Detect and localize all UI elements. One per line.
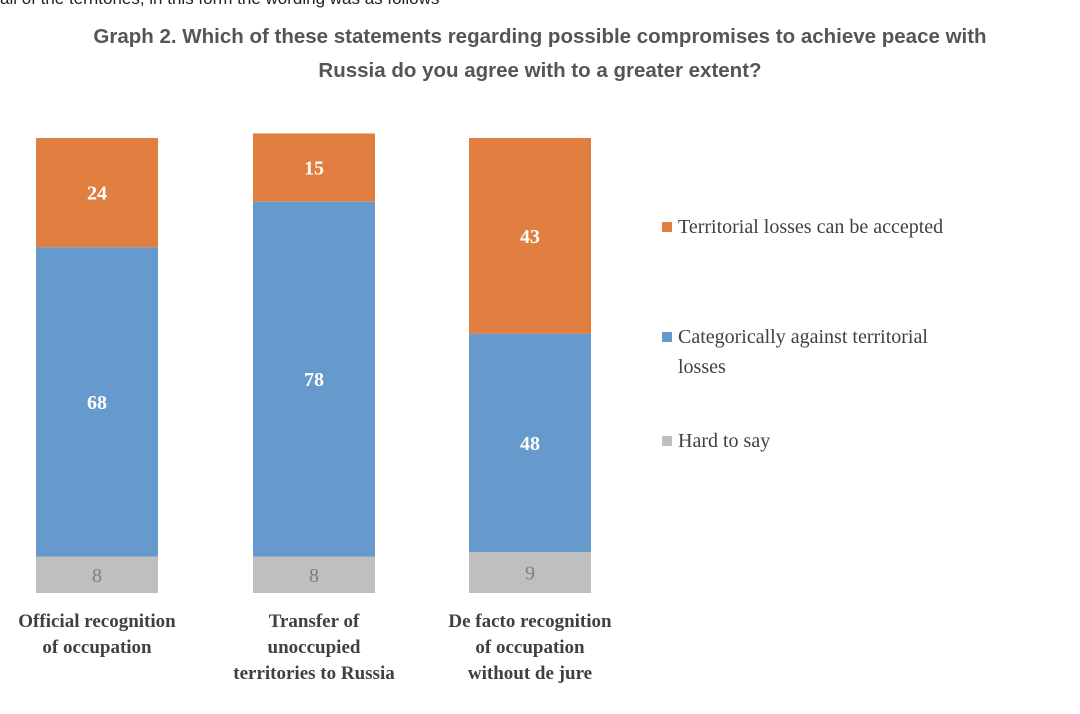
- cut-off-text-line: all of the territories, in this form the…: [0, 0, 1080, 11]
- legend-label-1: Categorically against territorial losses: [678, 322, 1018, 382]
- chart-title-line-2: Russia do you agree with to a greater ex…: [318, 59, 762, 82]
- data-label-categorically-against-territorial-losses-0: 68: [87, 392, 107, 414]
- legend-label-1-line-1: losses: [678, 356, 726, 378]
- legend-swatch-0: [662, 222, 672, 232]
- legend-swatch-1: [662, 332, 672, 342]
- category-label-1: Transfer of unoccupied territories to Russ…: [194, 609, 434, 687]
- bar-segment-hard-to-say-0: [36, 556, 158, 593]
- chart-title: Graph 2. Which of these statements regar…: [0, 20, 1080, 88]
- bar-segment-territorial-losses-can-be-accepted-2: [469, 138, 591, 334]
- bar-segment-categorically-against-territorial-losses-0: [36, 247, 158, 557]
- category-label-0-line-1: of occupation: [42, 637, 152, 658]
- bar-segment-hard-to-say-2: [469, 552, 591, 593]
- category-label-1-line-1: unoccupied: [267, 637, 361, 658]
- data-label-territorial-losses-can-be-accepted-2: 43: [520, 226, 540, 248]
- legend-label-0-line-0: Territorial losses can be accepted: [678, 216, 944, 238]
- legend-label-2: Hard to say: [678, 426, 1018, 456]
- category-label-2-line-1: of occupation: [475, 637, 585, 658]
- category-label-0: Official recognition of occupation: [0, 609, 217, 661]
- data-label-categorically-against-territorial-losses-2: 48: [520, 433, 540, 455]
- category-label-2-line-0: De facto recognition: [448, 611, 612, 632]
- category-label-2: De facto recognition of occupation without…: [410, 609, 650, 687]
- legend-label-1-line-0: Categorically against territorial: [678, 326, 928, 348]
- legend-label-0: Territorial losses can be accepted: [678, 212, 1018, 242]
- legend-swatch-2: [662, 436, 672, 446]
- legend-label-2-line-0: Hard to say: [678, 430, 771, 452]
- chart-title-line-1: Graph 2. Which of these statements regar…: [93, 25, 987, 48]
- bar-segment-territorial-losses-can-be-accepted-1: [253, 133, 375, 202]
- category-label-1-line-0: Transfer of: [268, 611, 360, 632]
- data-label-categorically-against-territorial-losses-1: 78: [304, 369, 324, 391]
- bar-segment-territorial-losses-can-be-accepted-0: [36, 138, 158, 248]
- data-label-territorial-losses-can-be-accepted-0: 24: [87, 183, 107, 205]
- data-label-hard-to-say-2: 9: [525, 563, 535, 585]
- data-label-territorial-losses-can-be-accepted-1: 15: [304, 158, 324, 180]
- bar-segment-categorically-against-territorial-losses-2: [469, 333, 591, 553]
- bar-segment-hard-to-say-1: [253, 556, 375, 593]
- data-label-hard-to-say-1: 8: [309, 565, 319, 587]
- category-label-2-line-2: without de jure: [467, 663, 593, 684]
- bar-segment-categorically-against-territorial-losses-1: [253, 201, 375, 557]
- category-label-1-line-2: territories to Russia: [233, 663, 395, 684]
- category-label-0-line-0: Official recognition: [18, 611, 176, 632]
- data-label-hard-to-say-0: 8: [92, 565, 102, 587]
